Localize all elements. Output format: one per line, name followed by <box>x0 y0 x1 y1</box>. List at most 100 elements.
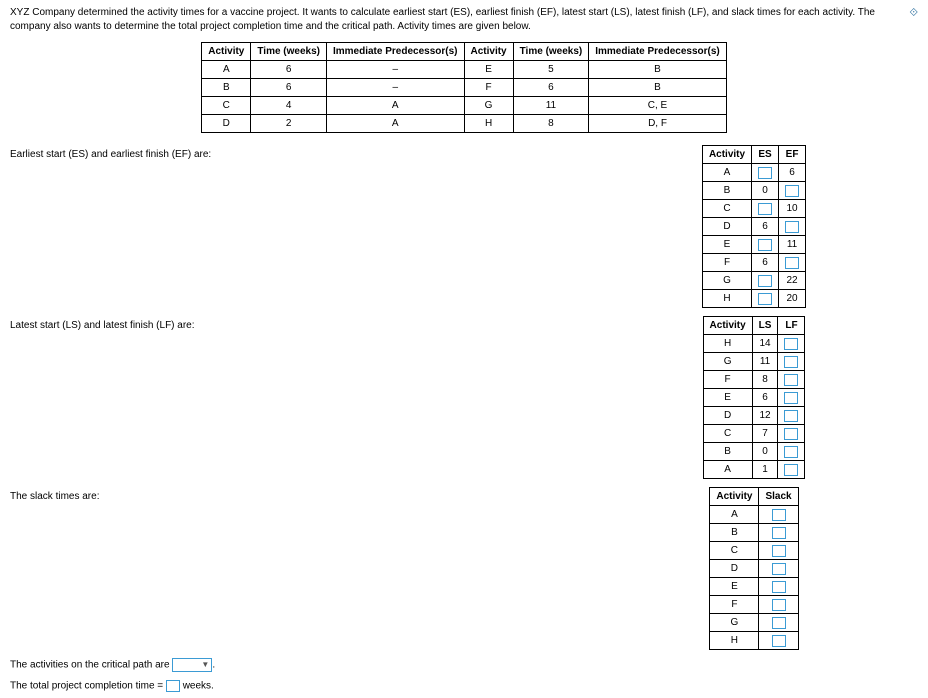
table-cell: B <box>589 79 727 97</box>
activity-cell: H <box>710 632 759 650</box>
lf-cell <box>778 407 805 425</box>
lf-input[interactable] <box>784 338 798 350</box>
table-cell: – <box>326 61 464 79</box>
ef-cell: 22 <box>779 272 806 290</box>
ls-lf-label: Latest start (LS) and latest finish (LF)… <box>10 316 590 479</box>
es-input[interactable] <box>758 239 772 251</box>
table-cell: D, F <box>589 115 727 133</box>
table-cell: 8 <box>513 115 589 133</box>
ef-cell: 11 <box>779 236 806 254</box>
ls-cell: 6 <box>752 389 778 407</box>
es-ef-table: Activity ES EF A6B0C10D6E11F6G22H20 <box>702 145 806 308</box>
expand-icon[interactable]: ⟐ <box>909 6 918 21</box>
activity-cell: C <box>703 425 752 443</box>
activity-cell: F <box>702 254 751 272</box>
ls-lf-table: Activity LS LF H14G11F8E6D12C7B0A1 <box>703 316 806 479</box>
table-cell: C <box>202 97 251 115</box>
table-cell: 4 <box>251 97 327 115</box>
ls-cell: 12 <box>752 407 778 425</box>
activity-cell: B <box>703 443 752 461</box>
ls-cell: 8 <box>752 371 778 389</box>
activity-cell: F <box>703 371 752 389</box>
activity-cell: E <box>703 389 752 407</box>
table-cell: B <box>202 79 251 97</box>
col-pred-1: Immediate Predecessor(s) <box>326 43 464 61</box>
activity-cell: A <box>710 506 759 524</box>
activity-cell: G <box>702 272 751 290</box>
given-activity-table: Activity Time (weeks) Immediate Predeces… <box>201 42 727 133</box>
ef-input[interactable] <box>785 257 799 269</box>
lf-input[interactable] <box>784 428 798 440</box>
table-cell: 5 <box>513 61 589 79</box>
ls-cell: 7 <box>752 425 778 443</box>
es-ef-h1: ES <box>752 146 779 164</box>
slack-input[interactable] <box>772 635 786 647</box>
col-activity-1: Activity <box>202 43 251 61</box>
activity-cell: E <box>710 578 759 596</box>
ef-input[interactable] <box>785 221 799 233</box>
col-activity-2: Activity <box>464 43 513 61</box>
slack-input[interactable] <box>772 545 786 557</box>
table-cell: F <box>464 79 513 97</box>
ls-lf-h2: LF <box>778 317 805 335</box>
activity-cell: H <box>703 335 752 353</box>
activity-cell: B <box>710 524 759 542</box>
lf-input[interactable] <box>784 374 798 386</box>
ls-cell: 14 <box>752 335 778 353</box>
lf-input[interactable] <box>784 446 798 458</box>
lf-input[interactable] <box>784 410 798 422</box>
activity-cell: C <box>710 542 759 560</box>
ef-cell <box>779 182 806 200</box>
slack-input[interactable] <box>772 599 786 611</box>
lf-cell <box>778 389 805 407</box>
slack-input[interactable] <box>772 581 786 593</box>
es-cell <box>752 236 779 254</box>
es-input[interactable] <box>758 293 772 305</box>
activity-cell: C <box>702 200 751 218</box>
table-cell: 6 <box>513 79 589 97</box>
table-cell: H <box>464 115 513 133</box>
ef-cell <box>779 254 806 272</box>
es-input[interactable] <box>758 203 772 215</box>
activity-cell: B <box>702 182 751 200</box>
completion-time-input[interactable] <box>166 680 180 692</box>
critical-path-dropdown[interactable] <box>172 658 212 672</box>
es-cell <box>752 164 779 182</box>
table-cell: A <box>202 61 251 79</box>
ef-input[interactable] <box>785 185 799 197</box>
es-cell: 6 <box>752 218 779 236</box>
ef-cell: 10 <box>779 200 806 218</box>
activity-cell: D <box>703 407 752 425</box>
lf-input[interactable] <box>784 356 798 368</box>
col-time-2: Time (weeks) <box>513 43 589 61</box>
es-input[interactable] <box>758 275 772 287</box>
lf-cell <box>778 425 805 443</box>
table-cell: A <box>326 115 464 133</box>
es-ef-h2: EF <box>779 146 806 164</box>
table-cell: 11 <box>513 97 589 115</box>
slack-input[interactable] <box>772 617 786 629</box>
problem-statement: XYZ Company determined the activity time… <box>10 7 875 32</box>
ef-cell <box>779 218 806 236</box>
slack-input[interactable] <box>772 527 786 539</box>
col-pred-2: Immediate Predecessor(s) <box>589 43 727 61</box>
lf-input[interactable] <box>784 464 798 476</box>
critical-path-label: The activities on the critical path are <box>10 660 170 671</box>
slack-input[interactable] <box>772 509 786 521</box>
es-ef-h0: Activity <box>702 146 751 164</box>
es-cell <box>752 290 779 308</box>
es-input[interactable] <box>758 167 772 179</box>
table-cell: C, E <box>589 97 727 115</box>
slack-cell <box>759 578 798 596</box>
slack-cell <box>759 632 798 650</box>
ls-lf-h1: LS <box>752 317 778 335</box>
slack-cell <box>759 524 798 542</box>
slack-h1: Slack <box>759 488 798 506</box>
table-cell: A <box>326 97 464 115</box>
activity-cell: F <box>710 596 759 614</box>
table-cell: 2 <box>251 115 327 133</box>
lf-input[interactable] <box>784 392 798 404</box>
completion-time-suffix: weeks. <box>183 681 214 692</box>
slack-cell <box>759 542 798 560</box>
table-cell: 6 <box>251 61 327 79</box>
